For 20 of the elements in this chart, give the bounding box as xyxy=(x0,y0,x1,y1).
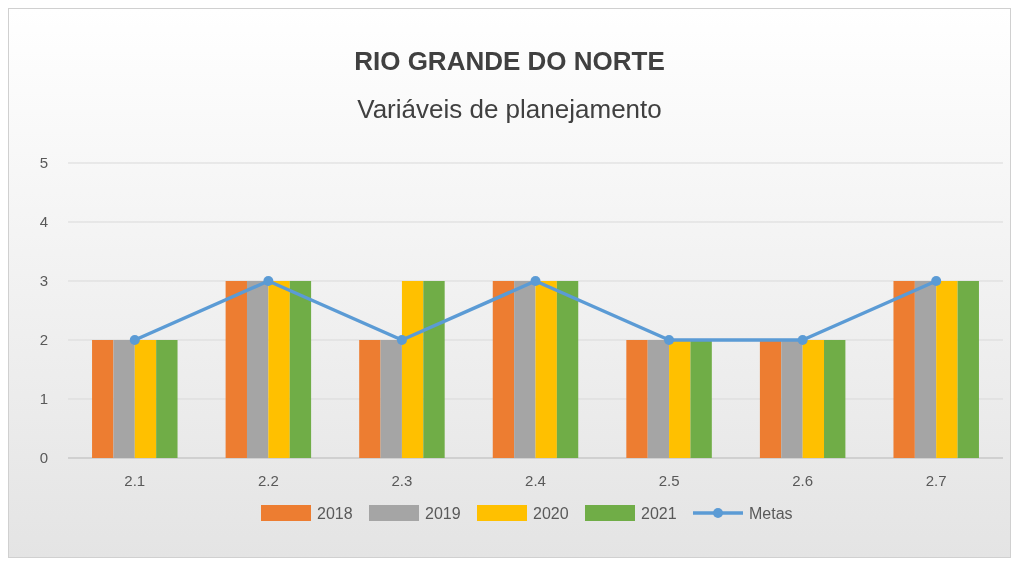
y-tick-label: 5 xyxy=(39,154,49,172)
legend-label: Metas xyxy=(749,504,793,522)
chart-title: RIO GRANDE DO NORTE xyxy=(354,46,665,76)
legend-label: 2019 xyxy=(425,504,461,522)
x-tick-label: 2.6 xyxy=(792,472,814,489)
legend-label: 2021 xyxy=(641,504,677,522)
y-tick-label: 3 xyxy=(39,272,49,290)
y-tick-label: 2 xyxy=(39,331,49,349)
legend-label: 2018 xyxy=(317,504,353,522)
y-tick-label: 0 xyxy=(39,449,49,467)
x-tick-label: 2.7 xyxy=(925,472,947,489)
y-tick-label: 4 xyxy=(39,213,49,231)
x-tick-label: 2.4 xyxy=(525,472,546,489)
x-tick-label: 2.1 xyxy=(124,472,146,489)
x-tick-label: 2.2 xyxy=(257,472,279,489)
x-tick-label: 2.5 xyxy=(658,472,680,489)
y-tick-label: 1 xyxy=(39,390,49,408)
legend-label: 2020 xyxy=(533,504,569,522)
chart-subtitle: Variáveis de planejamento xyxy=(357,94,662,124)
x-tick-label: 2.3 xyxy=(391,472,413,489)
